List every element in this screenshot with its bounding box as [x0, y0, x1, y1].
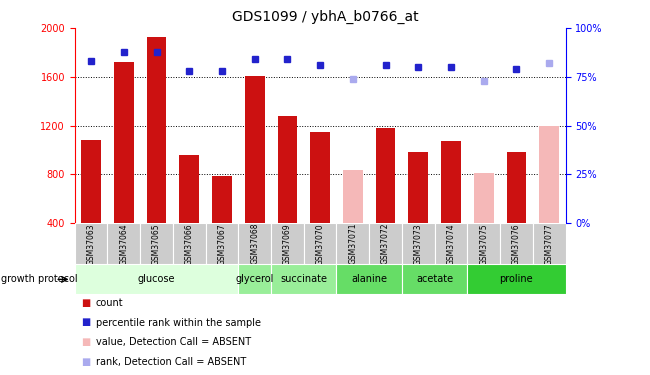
Bar — [140, 223, 173, 264]
Text: ■: ■ — [81, 337, 90, 347]
Bar — [271, 264, 337, 294]
Bar — [212, 176, 232, 223]
Bar — [402, 264, 467, 294]
Text: GSM37069: GSM37069 — [283, 223, 292, 265]
Bar — [540, 126, 559, 223]
Bar — [435, 223, 467, 264]
Text: glucose: glucose — [138, 274, 176, 284]
Bar — [337, 223, 369, 264]
Bar — [205, 223, 239, 264]
Bar — [173, 223, 205, 264]
Bar — [408, 152, 428, 223]
Text: GSM37063: GSM37063 — [86, 223, 96, 265]
Bar — [75, 223, 107, 264]
Bar — [245, 76, 265, 223]
Text: glycerol: glycerol — [235, 274, 274, 284]
Text: percentile rank within the sample: percentile rank within the sample — [96, 318, 261, 327]
Text: GSM37071: GSM37071 — [348, 223, 358, 264]
Bar — [310, 132, 330, 223]
Text: GSM37072: GSM37072 — [381, 223, 390, 264]
Text: GSM37070: GSM37070 — [316, 223, 324, 265]
Text: succinate: succinate — [280, 274, 327, 284]
Text: acetate: acetate — [416, 274, 453, 284]
Bar — [376, 128, 395, 223]
Bar — [107, 223, 140, 264]
Text: ■: ■ — [81, 318, 90, 327]
Text: growth protocol: growth protocol — [1, 274, 78, 284]
Bar — [81, 140, 101, 223]
Text: GSM37076: GSM37076 — [512, 223, 521, 265]
Text: GSM37068: GSM37068 — [250, 223, 259, 264]
Bar — [114, 62, 134, 223]
Text: ■: ■ — [81, 357, 90, 366]
Bar — [147, 37, 166, 223]
Bar — [343, 170, 363, 223]
Text: GDS1099 / ybhA_b0766_at: GDS1099 / ybhA_b0766_at — [231, 9, 419, 24]
Bar — [278, 116, 297, 223]
Bar — [271, 223, 304, 264]
Text: alanine: alanine — [351, 274, 387, 284]
Bar — [179, 155, 199, 223]
Text: proline: proline — [500, 274, 533, 284]
Text: GSM37073: GSM37073 — [414, 223, 422, 265]
Text: GSM37067: GSM37067 — [218, 223, 226, 265]
Text: rank, Detection Call = ABSENT: rank, Detection Call = ABSENT — [96, 357, 246, 366]
Bar — [441, 141, 461, 223]
Text: ■: ■ — [81, 298, 90, 308]
Bar — [506, 152, 526, 223]
Text: value, Detection Call = ABSENT: value, Detection Call = ABSENT — [96, 337, 251, 347]
Text: GSM37074: GSM37074 — [447, 223, 456, 265]
Bar — [467, 223, 500, 264]
Text: count: count — [96, 298, 124, 308]
Bar — [533, 223, 566, 264]
Bar — [500, 223, 533, 264]
Text: GSM37077: GSM37077 — [545, 223, 554, 265]
Bar — [75, 264, 239, 294]
Text: GSM37066: GSM37066 — [185, 223, 194, 265]
Bar — [402, 223, 435, 264]
Text: GSM37065: GSM37065 — [152, 223, 161, 265]
Bar — [369, 223, 402, 264]
Bar — [467, 264, 566, 294]
Bar — [304, 223, 337, 264]
Text: GSM37064: GSM37064 — [120, 223, 128, 265]
Bar — [239, 223, 271, 264]
Bar — [474, 173, 493, 223]
Bar — [239, 264, 271, 294]
Text: GSM37075: GSM37075 — [479, 223, 488, 265]
Bar — [337, 264, 402, 294]
